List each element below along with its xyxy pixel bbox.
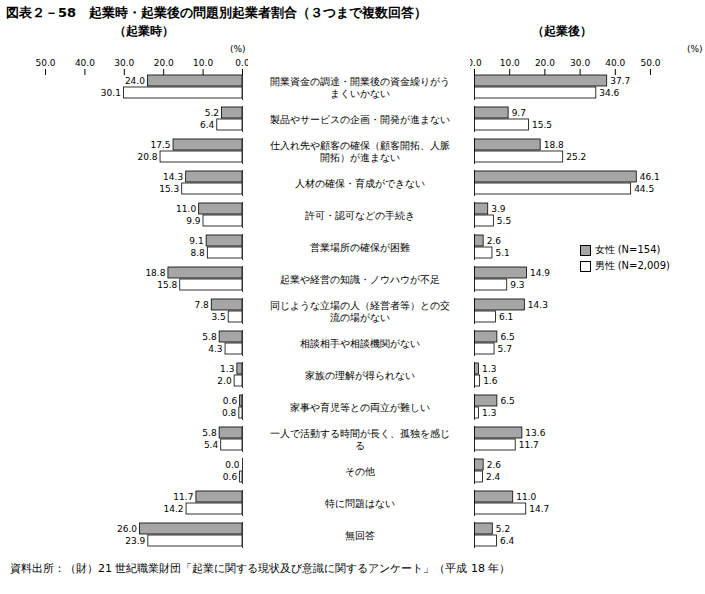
svg-text:17.5: 17.5 [151,140,171,150]
svg-text:2.6: 2.6 [487,460,502,470]
svg-text:14.3: 14.3 [528,300,548,310]
svg-text:9.1: 9.1 [189,236,203,246]
svg-text:14.3: 14.3 [163,172,183,182]
html-text:（起業時）: （起業時） [113,24,174,38]
svg-text:15.3: 15.3 [159,184,179,194]
svg-text:34.6: 34.6 [599,88,619,98]
svg-text:24.0: 24.0 [125,76,145,86]
html-text:図表２－58 起業時・起業後の問題別起業者割合（３つまで複数: 図表２－58 起業時・起業後の問題別起業者割合（３つまで複数回答） [6,5,428,20]
svg-text:開業資金の調達・開業後の資金繰りがうまくいかない: 開業資金の調達・開業後の資金繰りがうまくいかない [270,76,450,99]
svg-text:40.0: 40.0 [75,58,95,68]
svg-text:仕入れ先や顧客の確保（顧客開拓、人脈開拓）が進まない: 仕入れ先や顧客の確保（顧客開拓、人脈開拓）が進まない [270,140,450,163]
svg-text:14.9: 14.9 [530,268,550,278]
svg-text:30.0: 30.0 [114,58,134,68]
html-text:資料出所：（財）21 世紀職業財団「起業に関する現状及び意識: 資料出所：（財）21 世紀職業財団「起業に関する現状及び意識に関するアンケート」… [10,562,511,575]
svg-text:0.8: 0.8 [222,408,237,418]
svg-text:3.5: 3.5 [211,312,225,322]
svg-text:6.1: 6.1 [499,312,513,322]
svg-text:5.7: 5.7 [498,344,512,354]
svg-text:50.0: 50.0 [35,58,55,68]
svg-text:37.7: 37.7 [610,76,630,86]
svg-text:10.0: 10.0 [193,58,213,68]
svg-text:0.0: 0.0 [470,58,482,68]
html-text:男性 (N=2,009): 男性 (N=2,009) [594,260,670,272]
svg-text:6.5: 6.5 [500,332,514,342]
svg-text:11.0: 11.0 [516,492,536,502]
svg-text:5.5: 5.5 [497,216,511,226]
svg-text:2.6: 2.6 [487,236,502,246]
svg-text:46.1: 46.1 [640,172,660,182]
svg-text:5.1: 5.1 [495,248,509,258]
svg-text:5.2: 5.2 [205,108,219,118]
svg-text:8.8: 8.8 [190,248,205,258]
svg-text:9.9: 9.9 [186,216,201,226]
svg-text:40.0: 40.0 [605,58,625,68]
svg-text:6.4: 6.4 [500,536,515,546]
svg-text:(%): (%) [687,44,703,54]
svg-text:7.8: 7.8 [194,300,209,310]
svg-text:許可・認可などの手続き: 許可・認可などの手続き [305,210,415,221]
svg-text:9.3: 9.3 [510,280,524,290]
html-text:（起業後）: （起業後） [532,24,592,38]
svg-text:11.7: 11.7 [173,492,193,502]
svg-text:1.3: 1.3 [220,364,234,374]
svg-text:18.8: 18.8 [145,268,165,278]
svg-text:0.6: 0.6 [223,472,238,482]
svg-text:5.8: 5.8 [202,428,217,438]
svg-text:50.0: 50.0 [640,58,660,68]
svg-text:一人で活動する時間が長く、孤独を感じる: 一人で活動する時間が長く、孤独を感じる [270,428,450,451]
svg-text:製品やサービスの企画・開発が進まない: 製品やサービスの企画・開発が進まない [270,114,450,125]
svg-text:10.0: 10.0 [500,58,520,68]
svg-text:6.5: 6.5 [500,396,514,406]
svg-text:無回答: 無回答 [345,530,375,541]
svg-text:1.6: 1.6 [483,376,498,386]
svg-text:起業や経営の知識・ノウハウが不足: 起業や経営の知識・ノウハウが不足 [280,274,440,285]
svg-text:14.7: 14.7 [529,504,549,514]
html-text:女性 (N=154): 女性 (N=154) [594,244,661,256]
svg-text:18.8: 18.8 [544,140,564,150]
svg-text:同じような立場の人（経営者等）との交流の場がない: 同じような立場の人（経営者等）との交流の場がない [270,300,450,323]
svg-text:20.0: 20.0 [154,58,174,68]
svg-text:15.8: 15.8 [157,280,177,290]
svg-text:家族の理解が得られない: 家族の理解が得られない [305,370,415,381]
svg-text:0.6: 0.6 [223,396,238,406]
svg-text:20.0: 20.0 [535,58,555,68]
svg-text:6.4: 6.4 [200,120,215,130]
svg-text:5.4: 5.4 [204,440,219,450]
svg-text:44.5: 44.5 [634,184,654,194]
svg-text:23.9: 23.9 [125,536,145,546]
svg-text:15.5: 15.5 [532,120,552,130]
svg-text:その他: その他 [345,466,375,477]
svg-text:2.0: 2.0 [217,376,232,386]
svg-text:30.1: 30.1 [101,88,121,98]
svg-text:1.3: 1.3 [482,408,496,418]
svg-text:13.6: 13.6 [525,428,545,438]
svg-text:14.2: 14.2 [164,504,184,514]
svg-text:5.8: 5.8 [202,332,217,342]
svg-text:0.0: 0.0 [225,460,240,470]
svg-text:11.7: 11.7 [519,440,539,450]
svg-text:営業場所の確保が困難: 営業場所の確保が困難 [310,242,410,253]
svg-text:人材の確保・育成ができない: 人材の確保・育成ができない [295,178,425,189]
svg-text:9.7: 9.7 [512,108,526,118]
svg-text:(%): (%) [230,44,246,54]
svg-text:11.0: 11.0 [176,204,196,214]
svg-text:1.3: 1.3 [482,364,496,374]
svg-text:30.0: 30.0 [570,58,590,68]
svg-text:相談相手や相談機関がない: 相談相手や相談機関がない [300,338,420,349]
svg-text:5.2: 5.2 [496,524,510,534]
svg-text:2.4: 2.4 [486,472,501,482]
svg-text:26.0: 26.0 [117,524,137,534]
svg-text:4.3: 4.3 [208,344,222,354]
svg-text:20.8: 20.8 [138,152,158,162]
svg-text:0.0: 0.0 [235,58,248,68]
svg-text:3.9: 3.9 [491,204,506,214]
svg-text:特に問題はない: 特に問題はない [325,498,395,509]
svg-text:家事や育児等との両立が難しい: 家事や育児等との両立が難しい [290,402,430,413]
svg-text:25.2: 25.2 [566,152,586,162]
